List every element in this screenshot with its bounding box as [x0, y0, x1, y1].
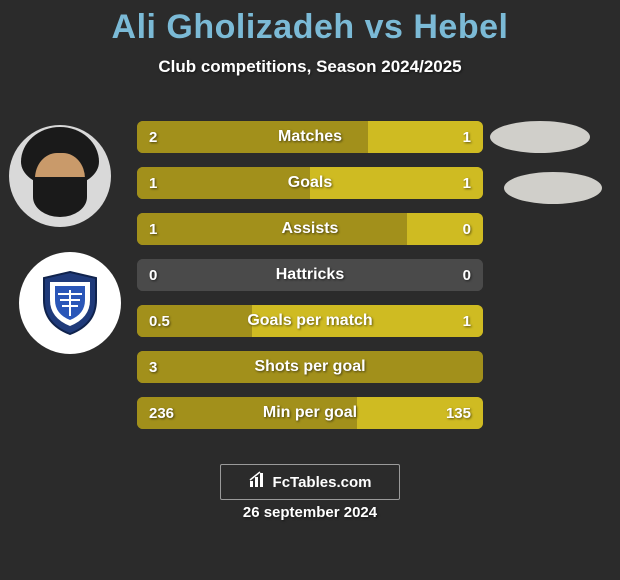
source-label: FcTables.com [273, 474, 372, 491]
stat-label: Hattricks [137, 259, 483, 291]
stat-row: Goals1 1 [137, 167, 483, 199]
stat-label: Goals [137, 167, 483, 199]
stat-label: Shots per goal [137, 351, 483, 383]
stat-label: Matches [137, 121, 483, 153]
chart-icon [249, 471, 267, 494]
stat-row: Goals per match0.5 1 [137, 305, 483, 337]
stat-value-left: 1 [137, 167, 169, 199]
subtitle: Club competitions, Season 2024/2025 [0, 57, 620, 77]
date-label: 26 september 2024 [0, 504, 620, 521]
stat-row: Shots per goal3 [137, 351, 483, 383]
player1-avatar [9, 125, 111, 227]
stat-value-left: 2 [137, 121, 169, 153]
stat-value-left: 0 [137, 259, 169, 291]
club-shield-icon [40, 270, 100, 336]
stat-label: Min per goal [137, 397, 483, 429]
comparison-chart: Matches21Goals11Assists10Hattricks00Goal… [137, 121, 483, 443]
source-badge: FcTables.com [220, 464, 400, 500]
stat-row: Min per goal236 135 [137, 397, 483, 429]
avatar-beard [33, 177, 87, 217]
stat-value-right: 1 [451, 121, 483, 153]
stat-row: Hattricks0 0 [137, 259, 483, 291]
stat-row: Matches2 1 [137, 121, 483, 153]
stat-value-left: 1 [137, 213, 169, 245]
stat-value-left: 3 [137, 351, 169, 383]
stat-value-right: 135 [434, 397, 483, 429]
stat-row: Assists1 0 [137, 213, 483, 245]
page-title: Ali Gholizadeh vs Hebel [0, 0, 620, 47]
stat-label: Assists [137, 213, 483, 245]
stat-value-left: 0.5 [137, 305, 182, 337]
player1-club-badge [19, 252, 121, 354]
stat-value-right: 1 [451, 167, 483, 199]
player2-club-badge-placeholder [504, 172, 602, 204]
stat-value-right: 0 [451, 259, 483, 291]
stat-value-right: 0 [451, 213, 483, 245]
stat-value-right: 1 [451, 305, 483, 337]
stat-value-right [459, 351, 483, 383]
stat-value-left: 236 [137, 397, 186, 429]
stat-label: Goals per match [137, 305, 483, 337]
player2-avatar-placeholder [490, 121, 590, 153]
